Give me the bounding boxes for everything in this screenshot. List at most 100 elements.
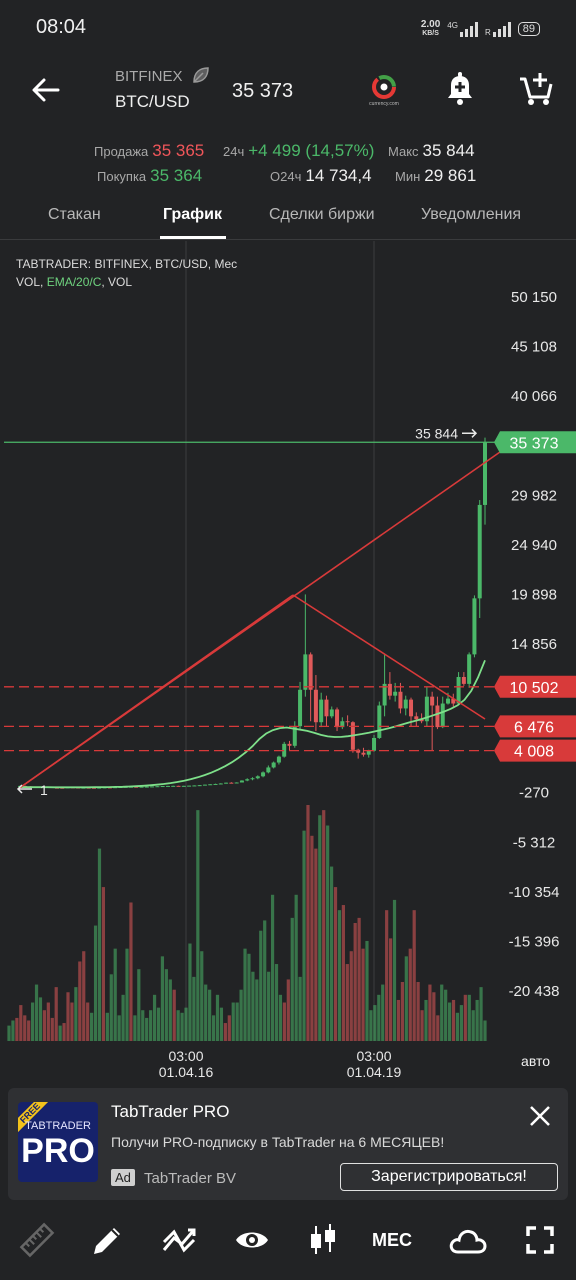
volume-bar	[192, 976, 196, 1041]
volume-bar	[369, 1010, 373, 1041]
volume-bar	[149, 1010, 153, 1041]
candle-body	[171, 785, 176, 787]
volume-bar	[310, 835, 314, 1041]
tab-notifications[interactable]: Уведомления	[421, 206, 522, 223]
volume-bar	[381, 984, 385, 1041]
indicators-icon[interactable]	[162, 1222, 198, 1258]
volume-bar	[459, 1005, 463, 1041]
sell-stat: Продажа 35 365	[94, 141, 205, 160]
volume-bar	[188, 943, 192, 1041]
volume-bar	[444, 989, 448, 1041]
volume-bar	[93, 925, 98, 1041]
ad-title: TabTrader PRO	[111, 1102, 230, 1121]
volume-bar	[11, 1020, 15, 1041]
x-tick-date: 01.04.16	[159, 1064, 214, 1080]
eye-icon[interactable]	[234, 1222, 270, 1258]
volume-bar	[196, 810, 200, 1041]
timeframe-button[interactable]: МЕС	[372, 1230, 412, 1250]
volume-bar	[318, 815, 322, 1041]
register-button[interactable]: Зарегистрироваться!	[340, 1163, 558, 1191]
y-tick-label: -5 312	[513, 834, 556, 851]
back-arrow-icon[interactable]	[30, 74, 62, 106]
volume-bar	[392, 899, 397, 1041]
volume-bar	[113, 948, 117, 1041]
volume-bar	[15, 1017, 19, 1041]
x-tick-date: 01.04.19	[347, 1064, 402, 1080]
volume-bar	[152, 994, 157, 1041]
volume-bar	[483, 1020, 487, 1041]
chart-canvas[interactable]: 50 150 45 108 40 066 29 982 24 940 19 898 14 8…	[0, 241, 576, 1085]
pencil-icon[interactable]	[90, 1222, 126, 1258]
candle-body	[160, 786, 165, 788]
volume-bar	[54, 987, 58, 1041]
exchange-name[interactable]: BITFINEX	[115, 68, 183, 85]
network-speed: 2.00 KB/S	[420, 19, 441, 38]
candle-body	[446, 698, 451, 704]
ruler-icon[interactable]	[19, 1222, 55, 1258]
volume-bar	[208, 989, 212, 1041]
volume-bar	[326, 825, 330, 1041]
volume-bar	[125, 948, 129, 1041]
candle-body	[229, 782, 234, 784]
bell-plus-icon[interactable]	[444, 71, 476, 107]
volume-bar	[302, 830, 306, 1041]
price-label-bg	[494, 739, 576, 762]
candle-body	[335, 709, 340, 728]
fullscreen-icon[interactable]	[522, 1222, 558, 1258]
volume-bar	[105, 1012, 109, 1041]
ad-app-icon[interactable]: FREE TABTRADER PRO	[18, 1102, 98, 1182]
volume-bar	[70, 1002, 74, 1041]
volume-bar	[282, 1002, 286, 1041]
candle-body	[477, 504, 482, 599]
tab-order-book[interactable]: Стакан	[48, 206, 101, 223]
battery-icon: 89	[517, 22, 540, 36]
volume-bar	[145, 1017, 149, 1041]
y-tick-label: 50 150	[511, 289, 557, 306]
candle-body	[165, 785, 170, 787]
price-chart[interactable]: 50 150 45 108 40 066 29 982 24 940 19 898 14 8…	[0, 241, 576, 1085]
price-label: 10 502	[510, 680, 559, 697]
volume-bar	[416, 982, 420, 1041]
volume-bar	[117, 1015, 121, 1041]
candle-body	[176, 785, 181, 787]
candle-body	[424, 696, 429, 722]
cloud-icon[interactable]	[448, 1222, 488, 1258]
volume-bar	[215, 994, 220, 1041]
volume-bar	[255, 979, 259, 1041]
auto-scale-button[interactable]: авто	[521, 1053, 550, 1069]
volume-bar	[121, 994, 125, 1041]
volume-bar	[227, 1015, 231, 1041]
candle-body	[308, 654, 313, 690]
volume-bar	[184, 1007, 188, 1041]
volume-bar	[377, 994, 381, 1041]
volume-bar	[78, 961, 82, 1041]
volume-bar	[137, 969, 141, 1041]
volume-bar	[361, 948, 365, 1041]
candle-body	[255, 776, 260, 779]
candles-icon[interactable]	[306, 1222, 342, 1258]
volume-bar	[82, 951, 86, 1041]
status-icons: 2.00 KB/S 4G R 89	[421, 17, 540, 41]
ad-banner[interactable]: FREE TABTRADER PRO TabTrader PRO Получи …	[8, 1088, 568, 1200]
volume-bar	[58, 1025, 62, 1041]
y-tick-label: -15 396	[509, 933, 560, 950]
tab-bar: Стакан График Сделки биржи Уведомления	[0, 196, 576, 240]
close-icon[interactable]	[528, 1104, 552, 1128]
currency-com-logo[interactable]: currency.com	[366, 72, 402, 108]
volume-bar	[223, 1023, 227, 1041]
price-label-bg	[494, 431, 576, 454]
pair-name[interactable]: BTC/USD	[115, 92, 190, 111]
volume-bar	[432, 992, 436, 1041]
volume-bar	[270, 894, 275, 1041]
volume-bar	[471, 1010, 475, 1041]
candle-body	[155, 786, 160, 788]
volume-bar	[74, 987, 78, 1041]
chart-header: TABTRADER: BITFINEX, BTC/USD, Mec VOL, E…	[16, 257, 238, 289]
candle-body	[144, 786, 149, 788]
cart-plus-icon[interactable]	[518, 71, 554, 107]
tab-trades[interactable]: Сделки биржи	[269, 206, 375, 223]
volume-bar	[31, 1002, 35, 1041]
volume-bar	[306, 805, 310, 1041]
candle-body	[435, 705, 440, 728]
tab-chart[interactable]: График	[163, 206, 222, 223]
